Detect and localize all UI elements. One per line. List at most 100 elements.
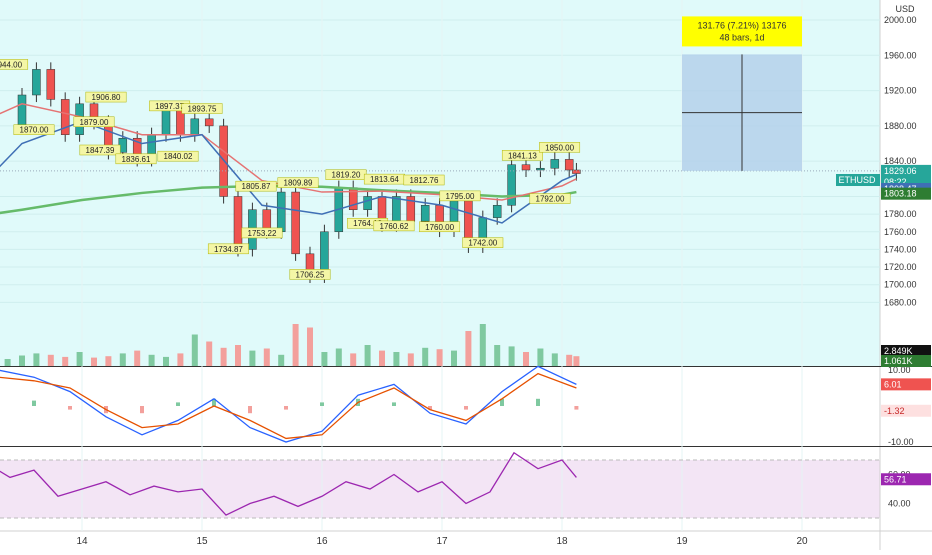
price-label: 1760.00 <box>425 223 454 232</box>
candle-body <box>276 191 286 233</box>
price-tick-label: 1880.00 <box>884 121 917 131</box>
candle-body <box>420 205 430 222</box>
currency-label: USD <box>895 4 915 14</box>
value-tags: 1829.0608:221808.471803.182.849K1.061K6.… <box>836 164 931 486</box>
volume-bar <box>163 356 169 366</box>
volume-bar <box>465 331 472 366</box>
volume-bar <box>249 350 256 366</box>
volume-bar <box>479 324 486 366</box>
volume-bar <box>105 356 112 366</box>
macd-histogram-bar <box>392 402 396 406</box>
price-label-bg <box>85 91 127 103</box>
time-tick-label: 16 <box>316 536 328 547</box>
price-label-bg <box>289 269 331 280</box>
price-label: 1906.80 <box>92 93 121 102</box>
candle-body <box>363 196 372 210</box>
macd-histogram-bar <box>140 406 144 414</box>
volume-bar <box>62 356 69 366</box>
countdown-tag: 08:22 <box>884 177 907 187</box>
volume-bar <box>148 354 155 366</box>
macd-tick-label: 10.00 <box>888 365 911 375</box>
rsi-band <box>0 460 880 518</box>
rsi-value-tag: 56.71 <box>884 474 907 484</box>
price-label-bg <box>115 153 157 165</box>
rsi-panel <box>0 451 880 519</box>
price-label: 1812.76 <box>410 176 439 185</box>
price-label: 1764.10 <box>353 219 382 228</box>
signal-value-tag: -1.32 <box>884 406 905 416</box>
current-price-tag: 1829.06 <box>884 166 917 176</box>
price-label: 1850.00 <box>545 143 574 152</box>
candle-body <box>60 99 70 135</box>
price-tick-label: 1780.00 <box>884 209 917 219</box>
volume-bar <box>494 345 501 366</box>
price-label: 1840.02 <box>164 152 193 161</box>
price-tick-label: 1700.00 <box>884 280 917 290</box>
candle-body <box>572 169 581 174</box>
volume-bar <box>263 348 270 366</box>
candle-body <box>233 196 243 250</box>
price-tick-label: 1680.00 <box>884 297 917 307</box>
price-label: 1742.00 <box>468 239 497 248</box>
volume-bar <box>278 354 285 366</box>
volume-bar <box>407 353 414 366</box>
macd-histogram-bar <box>428 406 432 410</box>
price-label-bg <box>539 142 581 153</box>
volume-bar <box>566 354 573 366</box>
macd-histogram-bar <box>500 398 504 406</box>
candle-body <box>190 118 200 135</box>
volume-bar <box>422 347 429 366</box>
price-label-bg <box>13 124 55 135</box>
candle-body <box>46 69 56 100</box>
axes: 2000.001960.001920.001880.001840.001800.… <box>76 15 916 547</box>
price-label-bg <box>529 193 571 204</box>
time-tick-label: 15 <box>196 536 208 547</box>
macd-value-tag-bg <box>881 378 931 391</box>
volume-bar <box>321 352 328 366</box>
volume-value-tag-2: 1.061K <box>884 356 913 366</box>
price-label: 1897.37 <box>155 102 184 111</box>
volume-bar <box>235 345 241 366</box>
time-tick-label: 19 <box>676 536 688 547</box>
volume-bar <box>537 348 544 366</box>
price-tick-label: 1960.00 <box>884 50 917 60</box>
rsi-line <box>0 451 577 516</box>
macd-panel <box>0 365 579 443</box>
candle-body <box>536 167 545 171</box>
current-price-tag-bg <box>881 164 931 177</box>
price-label: 1706.25 <box>296 270 325 279</box>
price-label-bg <box>181 103 223 114</box>
macd-histogram-bar <box>248 406 252 414</box>
price-tick-label: 1740.00 <box>884 244 917 254</box>
measure-label-line1: 131.76 (7.21%) 13176 <box>697 20 786 30</box>
volume-bar <box>91 357 97 366</box>
price-label-bg <box>235 180 277 192</box>
volume-bar <box>33 353 40 366</box>
candle-body <box>392 196 401 225</box>
price-label-bg <box>419 221 461 233</box>
moving-average-ma_blue <box>0 120 577 224</box>
candle-body <box>564 159 574 171</box>
volume-bar <box>177 353 184 366</box>
price-label-bg <box>501 150 543 161</box>
macd-signal-line <box>0 372 577 440</box>
price-label: 1805.87 <box>242 182 271 191</box>
price-label: 1813.64 <box>370 175 399 184</box>
time-tick-label: 20 <box>796 536 808 547</box>
time-tick-label: 17 <box>436 536 448 547</box>
price-label-bg <box>0 59 29 70</box>
macd-histogram-bar <box>320 402 324 406</box>
price-label-bg <box>373 220 415 232</box>
macd-histogram-bar <box>68 406 72 410</box>
price-label: 1879.00 <box>80 118 109 127</box>
volume-bar <box>134 350 141 366</box>
macd-histogram-bar <box>32 400 36 406</box>
volume-bar <box>307 327 313 366</box>
price-label-bg <box>79 144 121 156</box>
price-label: 1847.39 <box>86 146 115 155</box>
price-label: 1893.75 <box>188 105 217 114</box>
price-label-bg <box>73 116 115 128</box>
volume-bar <box>551 353 558 366</box>
volume-value-tag-1: 2.849K <box>884 346 913 356</box>
